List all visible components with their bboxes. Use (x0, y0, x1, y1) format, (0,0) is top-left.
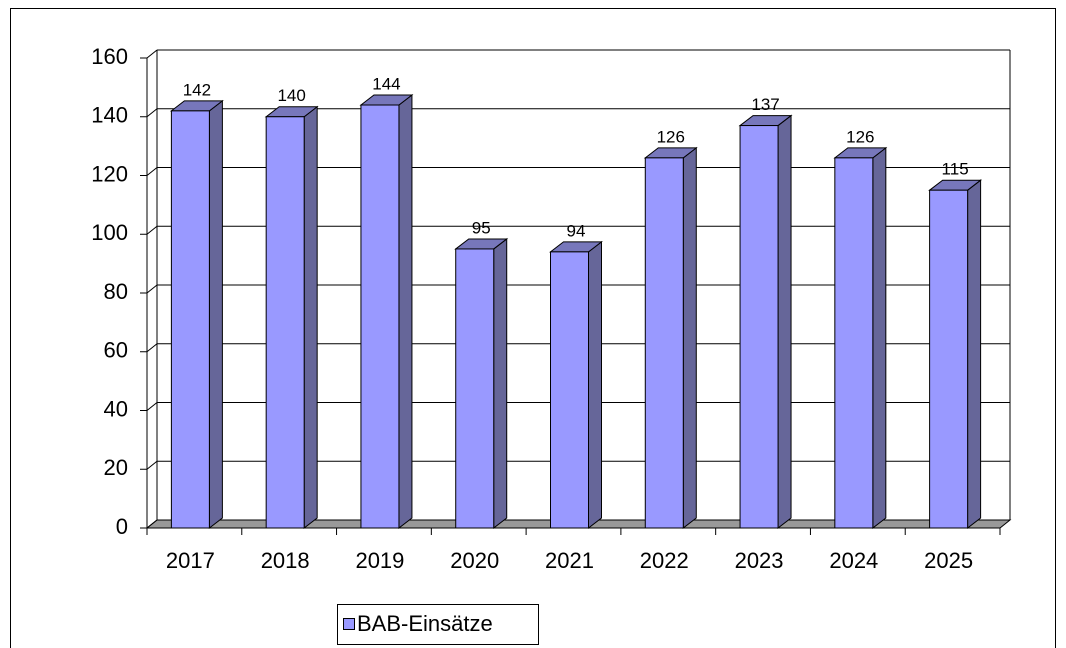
bar (644, 157, 684, 529)
legend: BAB-Einsätze (337, 604, 539, 645)
x-tick-label: 2023 (735, 548, 784, 573)
grid-line-side (146, 225, 158, 235)
bar (929, 189, 969, 529)
bar-side (682, 146, 697, 530)
data-label: 126 (846, 127, 874, 146)
bar-side (303, 105, 318, 530)
data-label: 140 (277, 86, 305, 105)
data-label: 94 (567, 221, 586, 240)
bar-side (493, 237, 508, 530)
data-label: 142 (183, 80, 211, 99)
bar-side (588, 240, 602, 530)
y-tick-label: 60 (104, 338, 128, 363)
grid-line-side (146, 108, 158, 118)
y-tick-label: 120 (91, 161, 128, 186)
x-tick-label: 2022 (640, 548, 689, 573)
x-tick-label: 2019 (355, 548, 404, 573)
y-tick-label: 160 (91, 44, 128, 69)
data-label: 126 (657, 127, 685, 146)
grid-line-side (146, 343, 158, 353)
grid-line-side (146, 519, 158, 529)
bar (550, 251, 589, 529)
x-tick-label: 2020 (450, 548, 499, 573)
bar (170, 110, 210, 529)
grid-line-side (146, 402, 158, 411)
data-label: 137 (751, 95, 779, 114)
grid-line-side (146, 460, 158, 470)
x-tick-label: 2017 (166, 548, 215, 573)
y-tick-label: 80 (104, 279, 128, 304)
grid-line-side (146, 49, 158, 59)
bar (360, 104, 400, 529)
bar-side (872, 146, 887, 530)
data-label: 95 (472, 218, 491, 237)
data-label: 115 (942, 160, 969, 179)
x-tick-label: 2025 (924, 548, 973, 573)
bar-side (208, 99, 223, 530)
bar-side (777, 114, 792, 530)
legend-label: BAB-Einsätze (357, 611, 493, 636)
y-tick-label: 0 (116, 514, 128, 539)
grid-line-side (146, 284, 158, 294)
y-tick-label: 20 (104, 455, 128, 480)
y-tick-label: 100 (91, 220, 128, 245)
data-label: 144 (372, 74, 400, 93)
legend-box (337, 604, 539, 645)
bar (834, 157, 874, 529)
legend-swatch (343, 618, 355, 630)
bar (739, 125, 779, 529)
grid-line-side (146, 167, 158, 176)
x-tick-label: 2021 (545, 548, 594, 573)
bar-side (967, 179, 982, 530)
bar (265, 116, 305, 529)
x-tick-label: 2018 (261, 548, 310, 573)
x-tick-label: 2024 (829, 548, 878, 573)
y-tick-label: 40 (104, 396, 128, 421)
bar-side (398, 93, 413, 530)
bar (455, 248, 495, 529)
y-tick-label: 140 (91, 103, 128, 128)
